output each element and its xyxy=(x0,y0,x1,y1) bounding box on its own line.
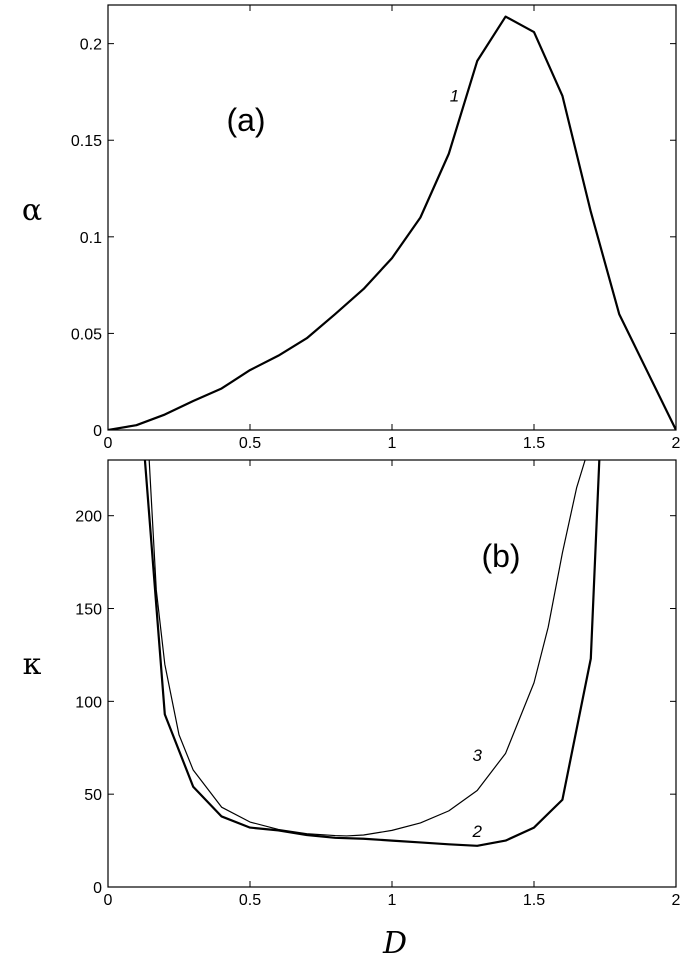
y-tick-label-b: 100 xyxy=(75,694,102,711)
x-tick-label-a: 1 xyxy=(388,435,397,452)
panel-b: 0 0.5 1 1.5 2 0 50 100 150 200 κ D (b) 2 3 xyxy=(23,459,681,961)
y-tick-label-a: 0.05 xyxy=(71,326,102,343)
y-tick-label-b: 200 xyxy=(75,509,102,526)
series-line-b-3 xyxy=(148,460,586,837)
series-line-b-2 xyxy=(143,460,601,847)
x-tick-label-a: 0 xyxy=(104,435,113,452)
panel-a: 0 0.5 1 1.5 2 0 0.05 0.1 0.15 0.2 α (a) 1 xyxy=(22,4,681,452)
y-axis-label-a: α xyxy=(22,193,42,228)
y-tick-label-b: 0 xyxy=(93,880,102,897)
x-axis-label-b: D xyxy=(382,926,407,961)
y-tick-label-b: 50 xyxy=(84,787,102,804)
plot-frame-b xyxy=(107,459,677,888)
y-tick-label-b: 150 xyxy=(75,602,102,619)
y-tick-label-a: 0.2 xyxy=(80,37,102,54)
y-tick-label-a: 0.1 xyxy=(80,230,102,247)
x-tick-label-b: 1.5 xyxy=(523,892,545,909)
x-tick-label-b: 0 xyxy=(104,892,113,909)
plot-frame-a xyxy=(107,4,677,431)
curve-label-2: 2 xyxy=(471,822,482,841)
panel-label-b: (b) xyxy=(481,538,520,574)
x-tick-label-a: 1.5 xyxy=(523,435,545,452)
series-line-a-1 xyxy=(108,15,676,430)
x-tick-label-b: 1 xyxy=(388,892,397,909)
y-tick-label-a: 0 xyxy=(93,423,102,440)
curve-label-1: 1 xyxy=(450,87,459,106)
x-tick-label-b: 2 xyxy=(672,892,681,909)
curve-label-3: 3 xyxy=(472,746,482,765)
x-tick-label-a: 2 xyxy=(672,435,681,452)
y-axis-label-b: κ xyxy=(23,647,42,682)
y-tick-label-a: 0.15 xyxy=(71,133,102,150)
panel-label-a: (a) xyxy=(226,102,265,138)
x-tick-label-a: 0.5 xyxy=(239,435,261,452)
x-tick-label-b: 0.5 xyxy=(239,892,261,909)
